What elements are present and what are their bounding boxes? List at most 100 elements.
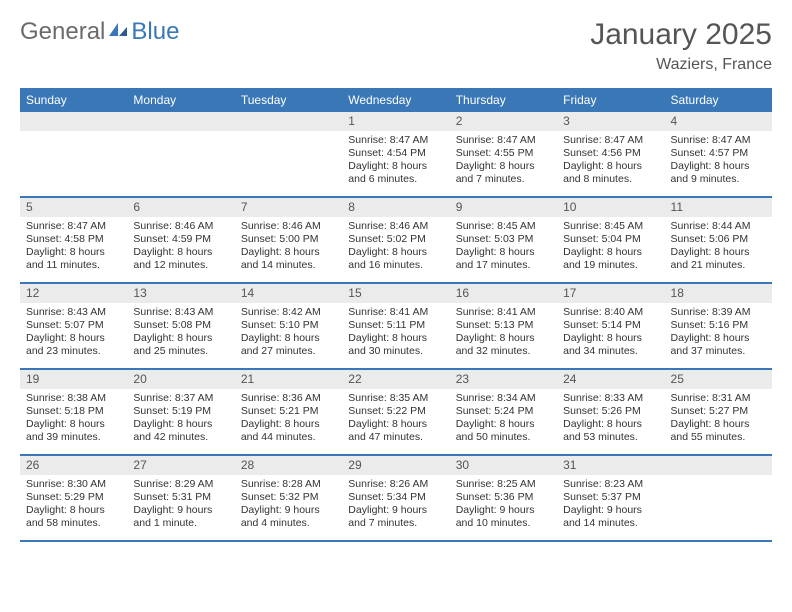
day-number: 8: [342, 198, 449, 217]
daylight-text-1: Daylight: 8 hours: [348, 246, 443, 259]
daylight-text-2: and 23 minutes.: [26, 345, 121, 358]
daylight-text-2: and 11 minutes.: [26, 259, 121, 272]
sunset-text: Sunset: 4:54 PM: [348, 147, 443, 160]
daylight-text-2: and 47 minutes.: [348, 431, 443, 444]
sunrise-text: Sunrise: 8:28 AM: [241, 478, 336, 491]
sunset-text: Sunset: 4:56 PM: [563, 147, 658, 160]
sunset-text: Sunset: 5:27 PM: [671, 405, 766, 418]
daylight-text-1: Daylight: 8 hours: [348, 418, 443, 431]
day-number: 15: [342, 284, 449, 303]
day-body: Sunrise: 8:39 AMSunset: 5:16 PMDaylight:…: [665, 303, 772, 363]
day-number: 30: [450, 456, 557, 475]
sunrise-text: Sunrise: 8:35 AM: [348, 392, 443, 405]
day-cell: 29Sunrise: 8:26 AMSunset: 5:34 PMDayligh…: [342, 456, 449, 540]
sunrise-text: Sunrise: 8:37 AM: [133, 392, 228, 405]
day-body: Sunrise: 8:47 AMSunset: 4:54 PMDaylight:…: [342, 131, 449, 191]
weekday-friday: Friday: [557, 88, 664, 112]
sunrise-text: Sunrise: 8:46 AM: [241, 220, 336, 233]
daylight-text-1: Daylight: 8 hours: [456, 246, 551, 259]
sunset-text: Sunset: 5:19 PM: [133, 405, 228, 418]
day-number: 6: [127, 198, 234, 217]
day-cell: 14Sunrise: 8:42 AMSunset: 5:10 PMDayligh…: [235, 284, 342, 368]
logo: General Blue: [20, 18, 179, 46]
logo-text-blue: Blue: [131, 18, 179, 46]
sunset-text: Sunset: 5:26 PM: [563, 405, 658, 418]
day-cell: 25 Sunrise: 8:31 AMSunset: 5:27 PMDayligh…: [665, 370, 772, 454]
day-cell: [665, 456, 772, 540]
weekday-saturday: Saturday: [665, 88, 772, 112]
weekday-thursday: Thursday: [450, 88, 557, 112]
day-cell: 18Sunrise: 8:39 AMSunset: 5:16 PMDayligh…: [665, 284, 772, 368]
sunrise-text: Sunrise: 8:44 AM: [671, 220, 766, 233]
daylight-text-1: Daylight: 8 hours: [133, 418, 228, 431]
sunset-text: Sunset: 5:16 PM: [671, 319, 766, 332]
day-body: Sunrise: 8:30 AMSunset: 5:29 PMDaylight:…: [20, 475, 127, 535]
daylight-text-1: Daylight: 8 hours: [563, 418, 658, 431]
day-number: 25: [665, 370, 772, 389]
sunrise-text: Sunrise: 8:34 AM: [456, 392, 551, 405]
daylight-text-1: Daylight: 8 hours: [456, 418, 551, 431]
daylight-text-1: Daylight: 8 hours: [563, 160, 658, 173]
sunset-text: Sunset: 5:10 PM: [241, 319, 336, 332]
day-body: Sunrise: 8:33 AMSunset: 5:26 PMDaylight:…: [557, 389, 664, 449]
daylight-text-2: and 21 minutes.: [671, 259, 766, 272]
day-cell: 30Sunrise: 8:25 AMSunset: 5:36 PMDayligh…: [450, 456, 557, 540]
day-cell: 3Sunrise: 8:47 AMSunset: 4:56 PMDaylight…: [557, 112, 664, 196]
day-cell: 22Sunrise: 8:35 AMSunset: 5:22 PMDayligh…: [342, 370, 449, 454]
day-number: 4: [665, 112, 772, 131]
sunset-text: Sunset: 5:22 PM: [348, 405, 443, 418]
sunset-text: Sunset: 5:18 PM: [26, 405, 121, 418]
daylight-text-2: and 4 minutes.: [241, 517, 336, 530]
week-row: 1Sunrise: 8:47 AMSunset: 4:54 PMDaylight…: [20, 112, 772, 198]
day-number-empty: [235, 112, 342, 131]
day-cell: 16Sunrise: 8:41 AMSunset: 5:13 PMDayligh…: [450, 284, 557, 368]
sunset-text: Sunset: 5:32 PM: [241, 491, 336, 504]
day-number: 3: [557, 112, 664, 131]
day-cell: 6Sunrise: 8:46 AMSunset: 4:59 PMDaylight…: [127, 198, 234, 282]
daylight-text-2: and 27 minutes.: [241, 345, 336, 358]
sunrise-text: Sunrise: 8:39 AM: [671, 306, 766, 319]
day-cell: 17Sunrise: 8:40 AMSunset: 5:14 PMDayligh…: [557, 284, 664, 368]
daylight-text-2: and 58 minutes.: [26, 517, 121, 530]
day-body: Sunrise: 8:45 AMSunset: 5:03 PMDaylight:…: [450, 217, 557, 277]
day-cell: 7Sunrise: 8:46 AMSunset: 5:00 PMDaylight…: [235, 198, 342, 282]
daylight-text-1: Daylight: 8 hours: [348, 332, 443, 345]
sunrise-text: Sunrise: 8:47 AM: [348, 134, 443, 147]
day-body: Sunrise: 8:44 AMSunset: 5:06 PMDaylight:…: [665, 217, 772, 277]
title-block: January 2025 Waziers, France: [590, 18, 772, 74]
day-number: 24: [557, 370, 664, 389]
daylight-text-2: and 6 minutes.: [348, 173, 443, 186]
day-cell: [127, 112, 234, 196]
daylight-text-1: Daylight: 8 hours: [26, 332, 121, 345]
day-cell: 20Sunrise: 8:37 AMSunset: 5:19 PMDayligh…: [127, 370, 234, 454]
sunrise-text: Sunrise: 8:25 AM: [456, 478, 551, 491]
day-cell: [235, 112, 342, 196]
day-number: 27: [127, 456, 234, 475]
daylight-text-2: and 7 minutes.: [348, 517, 443, 530]
day-body: Sunrise: 8:46 AMSunset: 4:59 PMDaylight:…: [127, 217, 234, 277]
day-cell: 26Sunrise: 8:30 AMSunset: 5:29 PMDayligh…: [20, 456, 127, 540]
sunrise-text: Sunrise: 8:31 AM: [671, 392, 766, 405]
daylight-text-1: Daylight: 8 hours: [671, 418, 766, 431]
weekday-tuesday: Tuesday: [235, 88, 342, 112]
day-body: Sunrise: 8:26 AMSunset: 5:34 PMDaylight:…: [342, 475, 449, 535]
day-number: 5: [20, 198, 127, 217]
day-number: 13: [127, 284, 234, 303]
daylight-text-1: Daylight: 8 hours: [241, 418, 336, 431]
daylight-text-1: Daylight: 9 hours: [241, 504, 336, 517]
daylight-text-2: and 55 minutes.: [671, 431, 766, 444]
daylight-text-1: Daylight: 8 hours: [456, 160, 551, 173]
sunrise-text: Sunrise: 8:29 AM: [133, 478, 228, 491]
daylight-text-1: Daylight: 8 hours: [671, 160, 766, 173]
day-body: Sunrise: 8:25 AMSunset: 5:36 PMDaylight:…: [450, 475, 557, 535]
daylight-text-1: Daylight: 8 hours: [133, 332, 228, 345]
sunrise-text: Sunrise: 8:26 AM: [348, 478, 443, 491]
day-number-empty: [20, 112, 127, 131]
sunrise-text: Sunrise: 8:45 AM: [456, 220, 551, 233]
sunrise-text: Sunrise: 8:47 AM: [26, 220, 121, 233]
day-cell: 11Sunrise: 8:44 AMSunset: 5:06 PMDayligh…: [665, 198, 772, 282]
day-cell: 15Sunrise: 8:41 AMSunset: 5:11 PMDayligh…: [342, 284, 449, 368]
day-cell: 8Sunrise: 8:46 AMSunset: 5:02 PMDaylight…: [342, 198, 449, 282]
logo-text-general: General: [20, 18, 105, 46]
sunrise-text: Sunrise: 8:43 AM: [26, 306, 121, 319]
